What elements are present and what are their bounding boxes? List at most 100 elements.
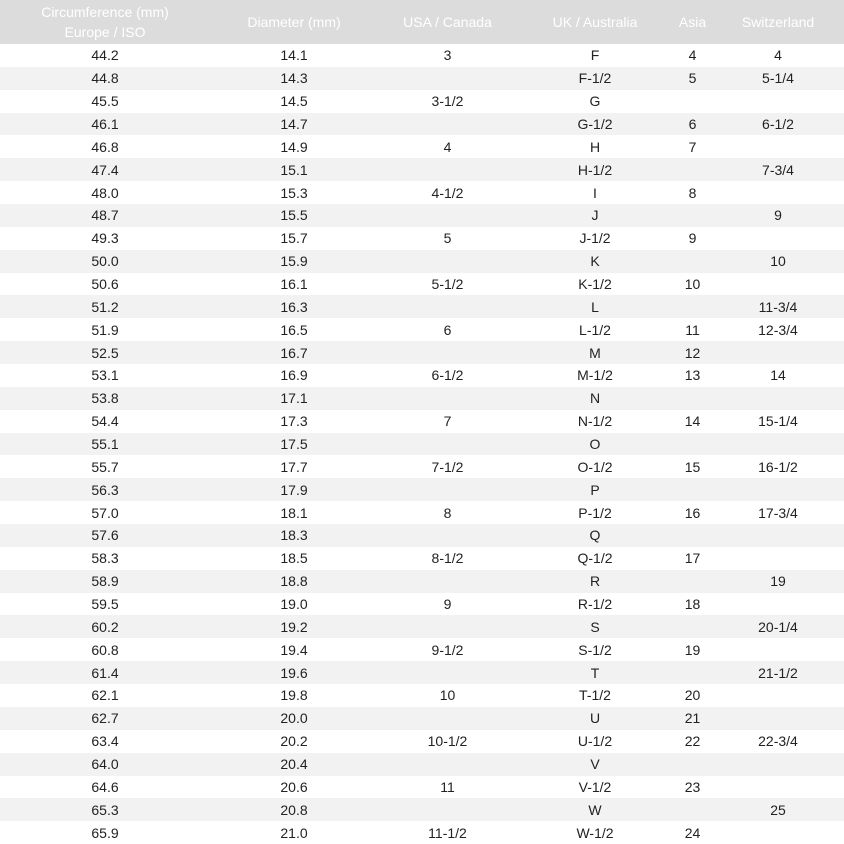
cell-uk-australia: O-1/2 (577, 458, 613, 475)
table-row: 52.5 16.7 M 12 (0, 341, 844, 365)
cell-uk-australia: U (517, 706, 673, 730)
header-circumference-line1: Circumference (mm) (41, 4, 169, 20)
cell-usa-canada: 10 (439, 687, 456, 704)
table-row: 50.0 15.9 K 10 (0, 249, 844, 273)
table-row: 50.6 16.1 5-1/2 K-1/2 10 (0, 273, 844, 296)
cell-uk-australia: Q-1/2 (577, 550, 613, 567)
cell-circumference: 51.2 (0, 295, 210, 319)
cell-uk-australia: G (589, 93, 601, 110)
cell-circumference: 60.2 (0, 615, 210, 639)
cell-diameter: 14.1 (280, 47, 308, 64)
cell-usa-canada (378, 158, 517, 182)
table-row: 63.4 20.2 10-1/2 U-1/2 22 22-3/4 (0, 730, 844, 753)
cell-usa-canada (378, 615, 517, 639)
cell-asia (673, 798, 712, 822)
cell-diameter: 20.4 (210, 752, 378, 776)
cell-usa-canada (378, 295, 517, 319)
cell-usa-canada (378, 112, 517, 136)
cell-asia: 6 (673, 112, 712, 136)
cell-asia: 22 (684, 733, 701, 750)
cell-circumference: 48.0 (91, 184, 119, 201)
cell-switzerland: 11-3/4 (712, 295, 844, 319)
table-row: 60.8 19.4 9-1/2 S-1/2 19 (0, 638, 844, 661)
cell-uk-australia: M (517, 341, 673, 365)
cell-usa-canada: 6 (443, 321, 452, 338)
cell-switzerland (712, 273, 844, 296)
cell-diameter: 18.3 (210, 524, 378, 547)
header-circumference: Circumference (mm) Europe / ISO (0, 0, 210, 44)
table-row: 64.0 20.4 V (0, 752, 844, 776)
cell-diameter: 17.7 (280, 458, 308, 475)
cell-switzerland: 10 (712, 249, 844, 273)
cell-uk-australia: L (517, 295, 673, 319)
cell-asia: 5 (673, 66, 712, 90)
cell-diameter: 17.1 (210, 386, 378, 410)
cell-usa-canada (378, 386, 517, 410)
header-diameter: Diameter (mm) (210, 0, 378, 44)
header-switzerland: Switzerland (712, 0, 844, 44)
table-row: 64.6 20.6 11 V-1/2 23 (0, 776, 844, 799)
cell-switzerland: 12-3/4 (758, 321, 798, 338)
cell-asia: 9 (688, 230, 697, 247)
cell-usa-canada (378, 706, 517, 730)
table-row: 49.3 15.7 5 J-1/2 9 (0, 227, 844, 250)
table-row: 65.3 20.8 W 25 (0, 798, 844, 822)
cell-switzerland (712, 752, 844, 776)
cell-uk-australia: I (593, 184, 597, 201)
cell-usa-canada: 5 (443, 230, 452, 247)
cell-circumference: 57.0 (91, 504, 119, 521)
cell-uk-australia: S (517, 615, 673, 639)
cell-asia: 20 (684, 687, 701, 704)
cell-asia: 10 (684, 276, 701, 293)
cell-uk-australia: W (517, 798, 673, 822)
table-row: 45.5 14.5 3-1/2 G (0, 90, 844, 113)
cell-asia (673, 158, 712, 182)
cell-circumference: 60.8 (91, 641, 119, 658)
cell-usa-canada (378, 432, 517, 456)
cell-usa-canada: 4 (443, 138, 452, 155)
cell-uk-australia: R-1/2 (577, 596, 613, 613)
table-row: 47.4 15.1 H-1/2 7-3/4 (0, 158, 844, 182)
cell-circumference: 54.4 (91, 413, 119, 430)
cell-diameter: 18.8 (210, 569, 378, 593)
cell-circumference: 51.9 (91, 321, 119, 338)
cell-circumference: 52.5 (0, 341, 210, 365)
cell-circumference: 53.1 (91, 367, 119, 384)
cell-diameter: 19.2 (210, 615, 378, 639)
cell-usa-canada (378, 798, 517, 822)
cell-uk-australia: J (517, 204, 673, 227)
cell-diameter: 21.0 (280, 824, 308, 841)
table-row: 55.7 17.7 7-1/2 O-1/2 15 16-1/2 (0, 455, 844, 478)
cell-uk-australia: K-1/2 (578, 276, 612, 293)
cell-circumference: 57.6 (0, 524, 210, 547)
header-uk-australia: UK / Australia (517, 0, 673, 44)
cell-switzerland: 14 (770, 367, 786, 384)
cell-uk-australia: T (517, 661, 673, 685)
cell-usa-canada: 6-1/2 (431, 367, 464, 384)
cell-switzerland (712, 638, 844, 661)
table-row: 48.0 15.3 4-1/2 I 8 (0, 181, 844, 204)
cell-asia: 4 (688, 47, 697, 64)
cell-usa-canada: 7 (443, 413, 452, 430)
cell-usa-canada: 8 (443, 504, 452, 521)
cell-diameter: 14.7 (210, 112, 378, 136)
cell-circumference: 65.9 (91, 824, 119, 841)
cell-diameter: 16.1 (280, 276, 308, 293)
cell-usa-canada: 10-1/2 (427, 733, 468, 750)
cell-usa-canada (378, 204, 517, 227)
cell-uk-australia: G-1/2 (517, 112, 673, 136)
cell-diameter: 17.5 (210, 432, 378, 456)
cell-circumference: 44.8 (0, 66, 210, 90)
cell-uk-australia: J-1/2 (579, 230, 611, 247)
cell-uk-australia: K (517, 249, 673, 273)
cell-switzerland (712, 593, 844, 616)
cell-uk-australia: T-1/2 (579, 687, 611, 704)
cell-uk-australia: V-1/2 (578, 778, 612, 795)
cell-asia (673, 249, 712, 273)
table-row: 46.1 14.7 G-1/2 6 6-1/2 (0, 112, 844, 136)
cell-asia: 7 (688, 138, 697, 155)
cell-usa-canada: 3-1/2 (431, 93, 464, 110)
cell-diameter: 20.8 (210, 798, 378, 822)
cell-diameter: 15.5 (210, 204, 378, 227)
table-row: 61.4 19.6 T 21-1/2 (0, 661, 844, 685)
